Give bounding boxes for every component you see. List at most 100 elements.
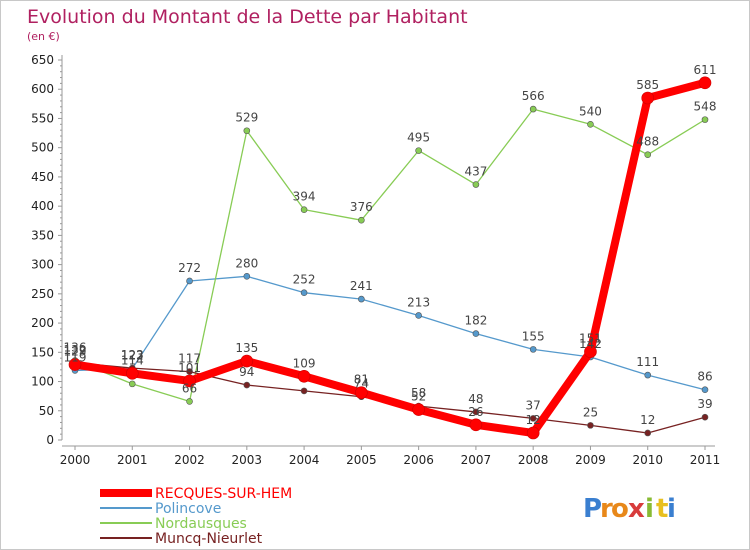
data-label-nordausques: 136 xyxy=(64,340,87,354)
data-label-nordausques: 376 xyxy=(350,200,373,214)
data-label-nordausques: 566 xyxy=(522,89,545,103)
data-label-polincove: 213 xyxy=(407,295,430,309)
data-point-nordausques xyxy=(300,206,308,213)
data-label-polincove: 111 xyxy=(636,355,659,369)
data-label-muncq-nieurlet: 12 xyxy=(640,413,655,427)
data-label-muncq-nieurlet: 132 xyxy=(64,343,87,357)
data-point-nordausques xyxy=(472,181,480,188)
chart-title: Evolution du Montant de la Dette par Hab… xyxy=(27,6,468,28)
data-point-polincove xyxy=(644,371,652,379)
data-point-muncq-nieurlet xyxy=(587,422,594,429)
data-label-nordausques: 66 xyxy=(182,381,197,395)
data-label-nordausques: 548 xyxy=(694,100,717,114)
data-point-nordausques xyxy=(587,121,594,128)
data-point-polincove xyxy=(529,346,537,353)
x-tick-label: 2000 xyxy=(60,453,91,467)
data-point-nordausques xyxy=(701,116,709,123)
x-tick-label: 2003 xyxy=(232,453,263,467)
data-point-recques-sur-hem xyxy=(412,403,425,416)
data-label-muncq-nieurlet: 94 xyxy=(239,365,254,379)
x-tick-label: 2011 xyxy=(690,453,721,467)
data-point-recques-sur-hem xyxy=(68,358,82,371)
data-label-nordausques: 394 xyxy=(293,190,316,204)
data-point-polincove xyxy=(243,273,251,280)
data-point-nordausques xyxy=(358,216,365,224)
x-tick-label: 2005 xyxy=(346,453,377,467)
y-tick-label: 50 xyxy=(39,404,54,418)
data-label-polincove: 155 xyxy=(522,329,545,343)
logo-letter: t xyxy=(656,494,668,524)
data-label-recques-sur-hem: 81 xyxy=(354,373,369,387)
y-tick-label: 300 xyxy=(31,258,54,272)
x-tick-label: 2008 xyxy=(518,453,549,467)
logo-letter: i xyxy=(667,494,676,524)
legend: RECQUES-SUR-HEMPolincoveNordausquesMuncq… xyxy=(100,486,292,547)
y-tick-label: 400 xyxy=(31,199,54,213)
data-label-recques-sur-hem: 26 xyxy=(468,405,483,419)
data-label-muncq-nieurlet: 123 xyxy=(121,348,144,362)
x-tick-label: 2010 xyxy=(632,453,663,467)
logo-letter: o xyxy=(611,494,629,524)
data-point-muncq-nieurlet xyxy=(243,381,251,389)
series-layer xyxy=(68,76,712,440)
data-label-polincove: 182 xyxy=(464,314,487,328)
y-tick-label: 350 xyxy=(31,228,54,242)
data-label-nordausques: 495 xyxy=(407,131,430,145)
data-label-muncq-nieurlet: 39 xyxy=(697,397,712,411)
y-tick-label: 600 xyxy=(31,82,54,96)
data-label-recques-sur-hem: 12 xyxy=(526,413,541,427)
logo-letter: i xyxy=(645,494,654,524)
data-label-recques-sur-hem: 135 xyxy=(235,341,258,355)
data-label-muncq-nieurlet: 74 xyxy=(354,377,369,391)
series-line-polincove xyxy=(74,275,706,391)
data-label-muncq-nieurlet: 48 xyxy=(468,392,483,406)
data-point-nordausques xyxy=(243,127,251,135)
x-tick-label: 2009 xyxy=(575,453,606,467)
data-label-recques-sur-hem: 585 xyxy=(636,78,659,92)
data-label-polincove: 142 xyxy=(579,337,602,351)
y-tick-label: 650 xyxy=(31,53,54,67)
data-point-nordausques xyxy=(644,151,652,159)
data-point-recques-sur-hem xyxy=(240,354,254,368)
data-point-polincove xyxy=(358,295,365,303)
data-label-polincove: 280 xyxy=(235,256,258,270)
data-point-recques-sur-hem xyxy=(125,367,139,380)
legend-label-nordausques: Nordausques xyxy=(155,516,247,532)
data-label-muncq-nieurlet: 25 xyxy=(583,405,598,419)
data-point-nordausques xyxy=(529,105,537,113)
data-point-muncq-nieurlet xyxy=(300,387,308,395)
data-point-polincove xyxy=(701,386,709,394)
data-point-nordausques xyxy=(186,398,193,405)
data-label-polincove: 122 xyxy=(121,349,144,363)
data-label-recques-sur-hem: 611 xyxy=(694,63,717,77)
x-tick-label: 2007 xyxy=(461,453,492,467)
legend-label-muncq-nieurlet: Muncq-Nieurlet xyxy=(155,531,263,547)
data-label-polincove: 252 xyxy=(293,273,316,287)
axes: 0 50 100 150 200 250 300 350 400 450 500 550 600 650 2… xyxy=(31,53,720,467)
data-label-recques-sur-hem: 129 xyxy=(64,345,87,359)
data-point-recques-sur-hem xyxy=(183,374,196,388)
logo-letter: x xyxy=(628,494,645,524)
y-tick-label: 100 xyxy=(31,375,54,389)
y-tick-label: 200 xyxy=(31,316,54,330)
data-point-recques-sur-hem xyxy=(355,386,368,399)
x-tick-label: 2001 xyxy=(117,453,148,467)
x-tick-label: 2002 xyxy=(174,453,205,467)
data-label-recques-sur-hem: 101 xyxy=(178,361,201,375)
data-point-muncq-nieurlet xyxy=(472,408,480,416)
data-point-recques-sur-hem xyxy=(297,369,311,383)
data-label-nordausques: 437 xyxy=(464,165,487,179)
x-tick-label: 2004 xyxy=(289,453,320,467)
logo-letter: r xyxy=(600,494,613,524)
data-point-muncq-nieurlet xyxy=(701,413,709,421)
logo-letter: P xyxy=(583,494,602,524)
data-label-recques-sur-hem: 151 xyxy=(579,332,602,346)
data-point-polincove xyxy=(300,289,308,296)
y-tick-label: 0 xyxy=(46,433,54,447)
legend-label-recques-sur-hem: RECQUES-SUR-HEM xyxy=(155,486,292,502)
data-label-nordausques: 488 xyxy=(636,135,659,149)
data-point-polincove xyxy=(186,277,193,285)
data-point-muncq-nieurlet xyxy=(644,429,652,437)
